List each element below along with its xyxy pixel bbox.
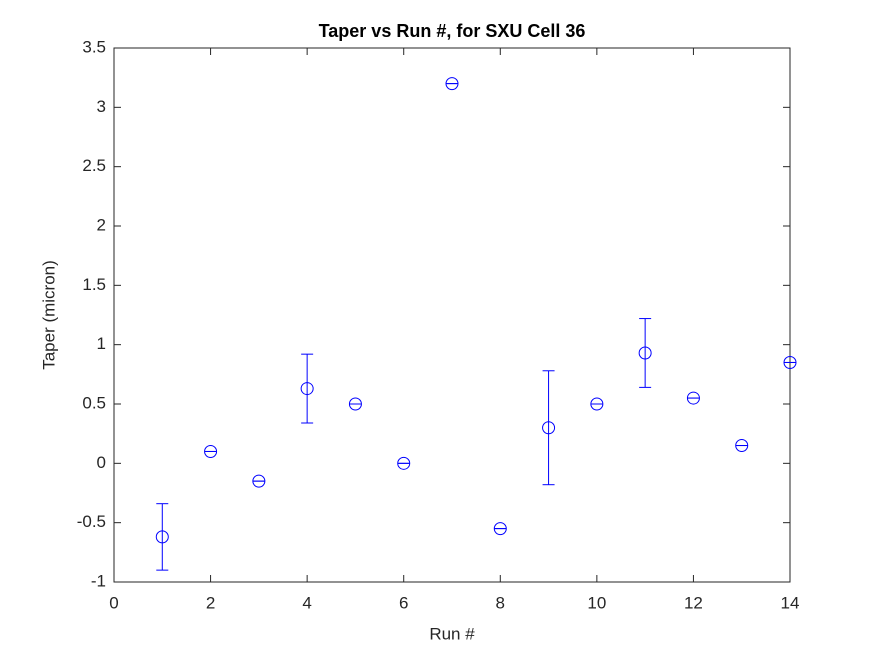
data-point [686, 391, 700, 405]
data-point [445, 77, 459, 91]
x-tick-label: 14 [781, 593, 800, 612]
error-bar [542, 370, 555, 486]
x-tick-label: 12 [684, 593, 703, 612]
x-tick-label: 0 [109, 593, 118, 612]
data-point [204, 444, 218, 458]
data-point [252, 474, 266, 488]
chart-title: Taper vs Run #, for SXU Cell 36 [319, 21, 586, 41]
data-point [783, 355, 797, 369]
y-tick-label: 0 [97, 453, 106, 472]
data-point [590, 397, 604, 411]
data-point [155, 530, 169, 544]
x-axis-label: Run # [429, 624, 475, 643]
y-tick-label: 3.5 [82, 37, 106, 56]
data-point [638, 346, 652, 360]
error-bar [156, 503, 169, 571]
y-axis-label: Taper (micron) [39, 260, 58, 370]
x-tick-label: 4 [302, 593, 311, 612]
data-point [735, 439, 749, 453]
y-tick-label: 2 [97, 215, 106, 234]
y-tick-label: 3 [97, 97, 106, 116]
y-tick-label: 1 [97, 334, 106, 353]
error-bar [639, 318, 652, 388]
axes-box [113, 47, 791, 583]
x-tick-label: 10 [587, 593, 606, 612]
data-point [348, 397, 362, 411]
data-point [397, 456, 411, 470]
y-tick-label: 2.5 [82, 156, 106, 175]
data-point [542, 421, 556, 435]
data-point [300, 382, 314, 396]
y-tick-label: -0.5 [77, 512, 106, 531]
y-tick-label: 1.5 [82, 275, 106, 294]
x-tick-label: 2 [206, 593, 215, 612]
x-tick-label: 6 [399, 593, 408, 612]
y-tick-label: -1 [91, 571, 106, 590]
error-bar [301, 353, 314, 424]
data-point [493, 522, 507, 536]
y-tick-label: 0.5 [82, 393, 106, 412]
x-tick-label: 8 [496, 593, 505, 612]
